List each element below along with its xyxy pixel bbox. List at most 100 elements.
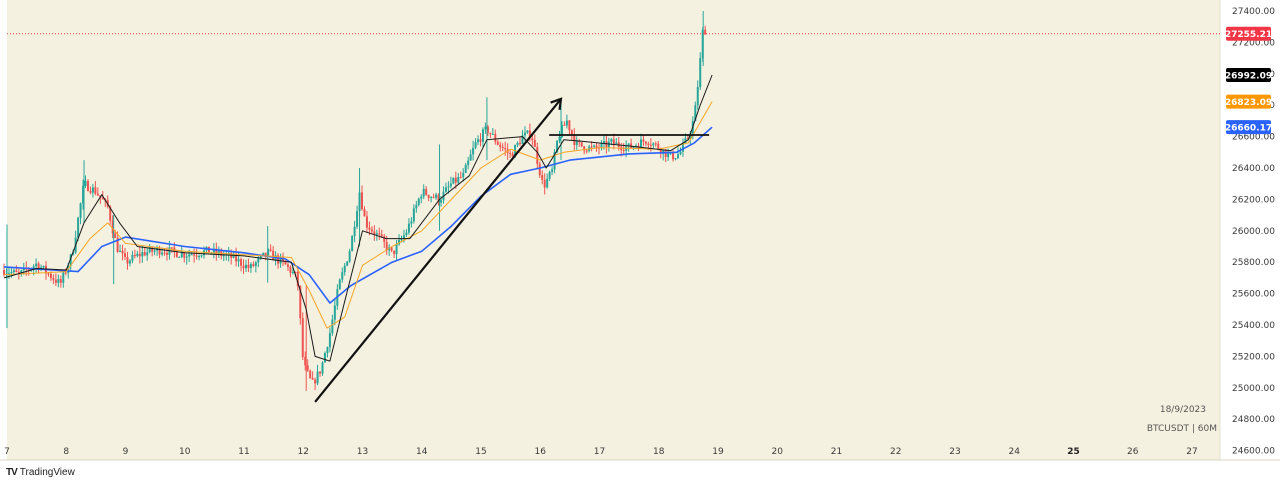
candle-body xyxy=(405,232,408,236)
candle-body xyxy=(296,271,299,286)
candle-body xyxy=(10,271,13,274)
candle-body xyxy=(583,146,586,151)
candle-body xyxy=(272,250,275,261)
x-tick-label: 9 xyxy=(123,447,129,457)
candle-body xyxy=(244,264,247,269)
candle-body xyxy=(89,190,92,193)
candle-body xyxy=(151,247,154,252)
x-tick-label: 25 xyxy=(1067,447,1080,457)
candle-body xyxy=(560,124,563,137)
candle-body xyxy=(249,264,252,269)
y-tick-label: 27200.00 xyxy=(1232,38,1275,48)
x-tick-label: 16 xyxy=(535,447,547,457)
candle-body xyxy=(511,153,514,157)
candle-body xyxy=(437,194,440,203)
candle-body xyxy=(662,149,665,154)
x-tick-label: 8 xyxy=(63,447,69,457)
candle-body xyxy=(393,250,396,255)
candle-body xyxy=(528,130,531,139)
candle-body xyxy=(696,87,699,106)
candle-body xyxy=(444,187,447,192)
candle-body xyxy=(319,371,322,374)
candle-body xyxy=(546,178,549,188)
candle-body xyxy=(659,149,662,154)
y-tick-label: 26400.00 xyxy=(1232,164,1275,174)
candle-body xyxy=(331,319,334,334)
candle-body xyxy=(489,132,492,134)
candle-body xyxy=(481,129,484,142)
candle-body xyxy=(368,227,371,230)
ma-tag-2-label: 26660.17 xyxy=(1225,124,1272,134)
candle-body xyxy=(464,165,467,173)
candle-body xyxy=(316,371,319,384)
candle-body xyxy=(62,272,65,283)
candles-layer xyxy=(3,10,707,391)
candle-body xyxy=(370,229,373,232)
candle-body xyxy=(165,252,168,255)
candle-body xyxy=(593,145,596,147)
candle-body xyxy=(215,248,218,254)
candle-body xyxy=(509,153,512,155)
plot-pane[interactable] xyxy=(7,0,1220,460)
candle-body xyxy=(704,29,707,35)
candle-body xyxy=(351,236,354,252)
candle-body xyxy=(499,144,502,148)
candle-body xyxy=(454,177,457,183)
candle-body xyxy=(323,353,326,363)
candle-body xyxy=(622,149,625,151)
ma-tag-1-label: 26823.09 xyxy=(1225,98,1272,108)
x-tick-label: 12 xyxy=(298,447,309,457)
candle-body xyxy=(615,142,618,145)
annotations-layer xyxy=(7,33,1220,403)
candle-body xyxy=(516,142,519,146)
candle-body xyxy=(114,233,117,238)
candle-body xyxy=(531,138,534,141)
candle-body xyxy=(635,145,638,147)
brand-name: TradingView xyxy=(19,467,75,478)
candle-body xyxy=(257,258,260,263)
candle-body xyxy=(365,216,368,228)
candle-body xyxy=(153,250,156,252)
candle-body xyxy=(170,247,173,249)
candle-body xyxy=(143,252,146,256)
y-tick-label: 26000.00 xyxy=(1232,227,1275,237)
x-tick-label: 10 xyxy=(179,447,191,457)
candle-body xyxy=(12,270,15,272)
candle-body xyxy=(148,247,151,253)
candle-body xyxy=(32,266,35,269)
candle-body xyxy=(565,120,568,126)
candle-body xyxy=(222,255,225,257)
candle-body xyxy=(699,58,702,88)
candle-body xyxy=(49,273,52,279)
candle-body xyxy=(378,233,381,235)
candle-body xyxy=(689,133,692,139)
candle-body xyxy=(477,139,480,143)
candle-body xyxy=(694,105,697,122)
candle-body xyxy=(578,141,581,143)
candle-body xyxy=(343,265,346,273)
candle-body xyxy=(77,217,80,238)
candle-body xyxy=(657,143,660,150)
y-tick-label: 26200.00 xyxy=(1232,195,1275,205)
candle-body xyxy=(432,196,435,198)
tradingview-brand[interactable]: TV TradingView xyxy=(6,467,75,478)
candle-body xyxy=(217,251,220,254)
x-tick-label: 14 xyxy=(416,447,428,457)
candle-body xyxy=(353,226,356,237)
time-axis[interactable]: 7 8 9 10 11 12 13 14 15 16 17 18 19 20 21 22 23 24 25 26 27 xyxy=(4,447,1198,457)
candle-body xyxy=(311,378,314,380)
candle-body xyxy=(121,250,124,254)
candle-body xyxy=(193,254,196,256)
candle-body xyxy=(57,279,60,283)
candle-body xyxy=(306,365,309,371)
candle-body xyxy=(212,248,215,253)
candle-body xyxy=(35,263,38,267)
moving-averages-layer xyxy=(3,74,713,362)
candle-body xyxy=(86,180,89,191)
candle-body xyxy=(558,136,561,141)
candle-body xyxy=(277,255,280,264)
candle-body xyxy=(380,234,383,237)
candle-body xyxy=(328,333,331,348)
